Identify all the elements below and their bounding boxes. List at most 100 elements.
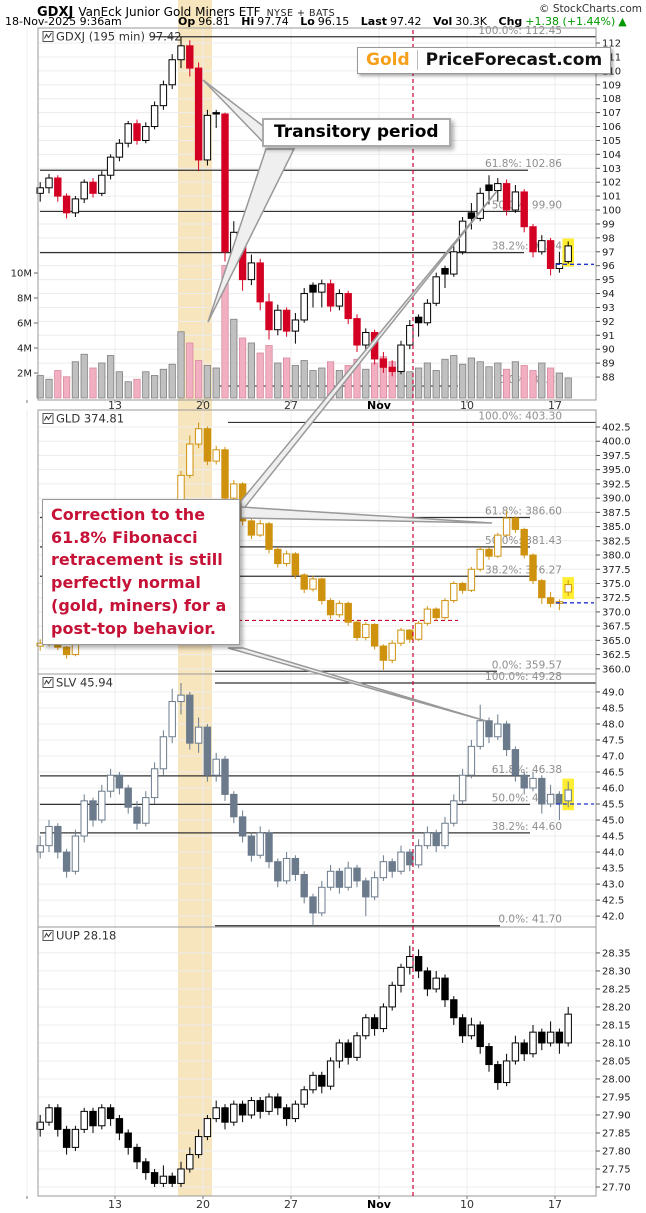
fib-label: 38.2%: 376.27	[485, 564, 562, 576]
candle-body	[326, 870, 335, 888]
candle-body	[414, 956, 423, 972]
y-axis-label: 44.5	[602, 832, 624, 843]
candle-body	[414, 316, 423, 324]
candle-body	[300, 1089, 308, 1105]
y-axis-label: 28.05	[602, 1056, 631, 1067]
x-axis-label: 17	[548, 399, 562, 412]
candle-body	[106, 156, 115, 176]
fib-label: 0.0%: 359.57	[492, 659, 562, 671]
y-axis-label: 47.0	[602, 751, 624, 762]
volume-bar	[274, 362, 282, 399]
volume-axis-label: 4M	[17, 344, 32, 355]
candle-body	[150, 1172, 159, 1184]
y-axis-label: 96	[602, 261, 615, 272]
y-axis-label: 102	[602, 178, 621, 189]
y-axis-label: 101	[602, 192, 621, 203]
candle-body	[133, 1146, 141, 1163]
candle-body	[344, 1042, 352, 1058]
x-axis-label: 10	[460, 1198, 474, 1211]
volume-bar	[124, 381, 132, 399]
y-axis-label: 28.00	[602, 1074, 631, 1085]
x-axis-label: 20	[196, 1198, 210, 1211]
y-axis-label: 375.0	[602, 579, 631, 590]
last-label: Last	[360, 15, 388, 28]
candle-body	[432, 608, 440, 619]
candle-body	[142, 126, 150, 141]
y-axis-label: 47.5	[602, 735, 624, 746]
candle-body	[476, 720, 484, 747]
change-up-icon: ▲	[618, 15, 627, 28]
chart-header: GDXJ VanEck Junior Gold Miners ETF NYSE + …	[0, 0, 646, 28]
candle-body	[335, 293, 344, 307]
volume-bar	[494, 362, 502, 399]
candle-body	[362, 623, 370, 639]
volume-bar	[353, 358, 361, 399]
candle-body	[54, 177, 62, 197]
y-axis-label: 402.5	[602, 423, 631, 434]
candle-body	[353, 867, 361, 882]
candle-body	[379, 358, 388, 368]
candle-body	[106, 774, 115, 792]
candle-body	[247, 262, 256, 281]
x-axis-label: 10	[460, 399, 474, 412]
volume-bar	[423, 362, 432, 399]
volume-bar	[467, 357, 476, 399]
candle-body	[282, 309, 291, 332]
volume-bar	[511, 361, 520, 399]
fib-label: 38.2%: 44.60	[492, 821, 562, 833]
y-axis-label: 91	[602, 331, 615, 342]
candle-body	[247, 520, 256, 536]
y-axis-label: 28.15	[602, 1020, 631, 1031]
candle-body	[274, 309, 282, 331]
y-axis-label: 360.0	[602, 664, 631, 675]
volume-bar	[555, 372, 564, 399]
volume-bar	[318, 367, 326, 399]
candle-body	[133, 123, 141, 141]
volume-bar	[36, 375, 44, 399]
y-axis-label: 108	[602, 94, 621, 105]
x-axis-label: 13	[108, 399, 122, 412]
panel-border	[37, 926, 597, 1197]
candle-body	[458, 774, 467, 802]
candle-body	[124, 123, 132, 144]
y-axis-label: 111	[602, 52, 621, 63]
candle-body	[89, 800, 97, 821]
volume-bar	[107, 355, 115, 399]
candle-body	[54, 1107, 62, 1130]
candle-body	[186, 443, 194, 476]
candle-body	[309, 1074, 317, 1091]
y-axis-label: 100	[602, 206, 621, 217]
x-axis-label: 27	[284, 1198, 298, 1211]
ticker-name: VanEck Junior Gold Miners ETF	[78, 5, 261, 19]
candle-body	[274, 861, 282, 882]
candle-body	[450, 999, 458, 1019]
volume-bar	[256, 352, 264, 399]
volume-bar	[230, 318, 238, 399]
panel-border	[37, 27, 597, 401]
candle-body	[36, 187, 44, 194]
candle-body	[238, 1103, 247, 1116]
candle-body	[186, 1154, 194, 1170]
candle-body	[194, 726, 203, 744]
candle-body	[494, 723, 502, 738]
candle-body	[230, 483, 238, 499]
candle-body	[212, 1107, 220, 1120]
candle-body	[546, 240, 555, 269]
candle-body	[168, 701, 176, 738]
high-value: 97.74	[257, 15, 289, 28]
candle-body	[159, 1175, 168, 1184]
candle-body	[71, 198, 80, 214]
candle-body	[115, 142, 124, 158]
candle-body	[529, 777, 537, 789]
volume-bar	[282, 357, 291, 399]
y-axis-label: 107	[602, 108, 621, 119]
y-axis-label: 89	[602, 359, 615, 370]
candle-body	[414, 845, 423, 866]
volume-bar	[168, 363, 176, 399]
candle-body	[485, 548, 493, 557]
y-axis-label: 362.5	[602, 650, 631, 661]
volume-bar	[309, 370, 317, 399]
y-axis-label: 94	[602, 289, 615, 300]
y-axis-label: 104	[602, 150, 621, 161]
